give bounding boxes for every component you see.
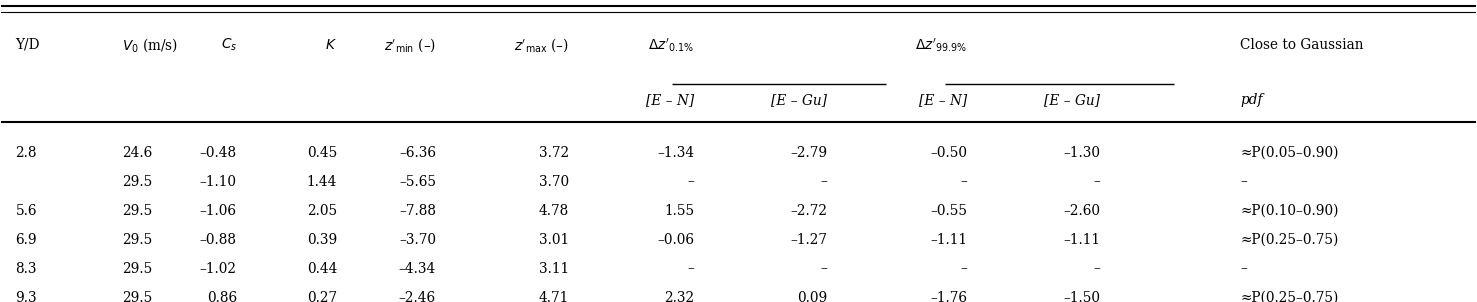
- Text: 3.01: 3.01: [539, 233, 569, 246]
- Text: 29.5: 29.5: [121, 204, 152, 217]
- Text: 2.05: 2.05: [307, 204, 337, 217]
- Text: 1.55: 1.55: [665, 204, 694, 217]
- Text: –2.60: –2.60: [1063, 204, 1100, 217]
- Text: –: –: [1241, 175, 1247, 188]
- Text: 6.9: 6.9: [15, 233, 37, 246]
- Text: 3.11: 3.11: [539, 262, 569, 276]
- Text: –1.30: –1.30: [1063, 146, 1100, 159]
- Text: –: –: [687, 175, 694, 188]
- Text: ≈P(0.05–0.90): ≈P(0.05–0.90): [1241, 146, 1338, 159]
- Text: 2.8: 2.8: [15, 146, 37, 159]
- Text: $\Delta z'_{99.9\%}$: $\Delta z'_{99.9\%}$: [916, 36, 967, 54]
- Text: $C_s$: $C_s$: [220, 37, 236, 53]
- Text: 0.27: 0.27: [307, 291, 337, 302]
- Text: –4.34: –4.34: [399, 262, 436, 276]
- Text: 29.5: 29.5: [121, 291, 152, 302]
- Text: –1.50: –1.50: [1063, 291, 1100, 302]
- Text: 3.70: 3.70: [539, 175, 569, 188]
- Text: 29.5: 29.5: [121, 233, 152, 246]
- Text: 0.86: 0.86: [207, 291, 236, 302]
- Text: –0.06: –0.06: [657, 233, 694, 246]
- Text: –1.02: –1.02: [199, 262, 236, 276]
- Text: 1.44: 1.44: [307, 175, 337, 188]
- Text: [E – Gu]: [E – Gu]: [1044, 93, 1100, 107]
- Text: –0.48: –0.48: [199, 146, 236, 159]
- Text: –: –: [820, 175, 827, 188]
- Text: ≈P(0.10–0.90): ≈P(0.10–0.90): [1241, 204, 1338, 217]
- Text: 0.45: 0.45: [307, 146, 337, 159]
- Text: $z'_{\max}$ (–): $z'_{\max}$ (–): [514, 36, 569, 54]
- Text: $\Delta z'_{0.1\%}$: $\Delta z'_{0.1\%}$: [648, 36, 694, 54]
- Text: –1.11: –1.11: [1063, 233, 1100, 246]
- Text: –: –: [820, 262, 827, 276]
- Text: ≈P(0.25–0.75): ≈P(0.25–0.75): [1241, 233, 1338, 246]
- Text: –0.88: –0.88: [199, 233, 236, 246]
- Text: [E – N]: [E – N]: [645, 93, 694, 107]
- Text: –2.46: –2.46: [399, 291, 436, 302]
- Text: –1.10: –1.10: [199, 175, 236, 188]
- Text: 3.72: 3.72: [539, 146, 569, 159]
- Text: –1.06: –1.06: [199, 204, 236, 217]
- Text: 29.5: 29.5: [121, 262, 152, 276]
- Text: $V_0$ (m/s): $V_0$ (m/s): [121, 36, 177, 54]
- Text: 0.09: 0.09: [796, 291, 827, 302]
- Text: 0.44: 0.44: [307, 262, 337, 276]
- Text: 4.71: 4.71: [539, 291, 569, 302]
- Text: –: –: [1093, 262, 1100, 276]
- Text: –: –: [960, 262, 967, 276]
- Text: –: –: [1241, 262, 1247, 276]
- Text: –5.65: –5.65: [399, 175, 436, 188]
- Text: 8.3: 8.3: [15, 262, 37, 276]
- Text: –0.55: –0.55: [931, 204, 967, 217]
- Text: –0.50: –0.50: [931, 146, 967, 159]
- Text: 24.6: 24.6: [121, 146, 152, 159]
- Text: –: –: [687, 262, 694, 276]
- Text: $K$: $K$: [325, 38, 337, 52]
- Text: –1.76: –1.76: [931, 291, 967, 302]
- Text: –3.70: –3.70: [399, 233, 436, 246]
- Text: 4.78: 4.78: [539, 204, 569, 217]
- Text: 2.32: 2.32: [665, 291, 694, 302]
- Text: 9.3: 9.3: [15, 291, 37, 302]
- Text: –2.72: –2.72: [790, 204, 827, 217]
- Text: –7.88: –7.88: [399, 204, 436, 217]
- Text: Close to Gaussian: Close to Gaussian: [1241, 38, 1363, 52]
- Text: –1.11: –1.11: [931, 233, 967, 246]
- Text: –1.27: –1.27: [790, 233, 827, 246]
- Text: Y/D: Y/D: [15, 38, 40, 52]
- Text: [E – N]: [E – N]: [919, 93, 967, 107]
- Text: ≈P(0.25–0.75): ≈P(0.25–0.75): [1241, 291, 1338, 302]
- Text: –1.34: –1.34: [657, 146, 694, 159]
- Text: $z'_{\min}$ (–): $z'_{\min}$ (–): [384, 36, 436, 54]
- Text: pdf: pdf: [1241, 93, 1263, 107]
- Text: 0.39: 0.39: [307, 233, 337, 246]
- Text: –: –: [960, 175, 967, 188]
- Text: 5.6: 5.6: [15, 204, 37, 217]
- Text: [E – Gu]: [E – Gu]: [771, 93, 827, 107]
- Text: 29.5: 29.5: [121, 175, 152, 188]
- Text: –: –: [1093, 175, 1100, 188]
- Text: –2.79: –2.79: [790, 146, 827, 159]
- Text: –6.36: –6.36: [399, 146, 436, 159]
